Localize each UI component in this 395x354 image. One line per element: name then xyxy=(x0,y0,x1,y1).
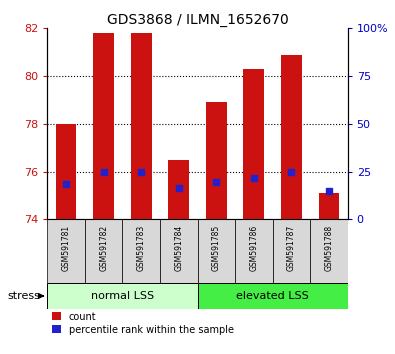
Bar xyxy=(235,219,273,283)
Bar xyxy=(310,219,348,283)
Text: GSM591786: GSM591786 xyxy=(249,224,258,271)
Text: GSM591787: GSM591787 xyxy=(287,224,296,271)
Bar xyxy=(47,283,198,309)
Text: stress: stress xyxy=(7,291,40,301)
Bar xyxy=(243,69,264,219)
Bar xyxy=(131,33,152,219)
Bar xyxy=(47,219,85,283)
Legend: count, percentile rank within the sample: count, percentile rank within the sample xyxy=(52,312,234,335)
Text: GSM591784: GSM591784 xyxy=(174,224,183,271)
Bar xyxy=(206,102,227,219)
Text: normal LSS: normal LSS xyxy=(91,291,154,301)
Bar xyxy=(93,33,114,219)
Bar xyxy=(168,160,189,219)
Text: GSM591788: GSM591788 xyxy=(324,224,333,271)
Title: GDS3868 / ILMN_1652670: GDS3868 / ILMN_1652670 xyxy=(107,13,288,27)
Text: GSM591781: GSM591781 xyxy=(62,224,71,271)
Text: GSM591783: GSM591783 xyxy=(137,224,146,271)
Bar xyxy=(122,219,160,283)
Bar xyxy=(198,219,235,283)
Text: GSM591785: GSM591785 xyxy=(212,224,221,271)
Text: GSM591782: GSM591782 xyxy=(99,224,108,271)
Bar xyxy=(198,283,348,309)
Text: elevated LSS: elevated LSS xyxy=(236,291,309,301)
Bar xyxy=(318,193,339,219)
Bar xyxy=(56,124,77,219)
Bar xyxy=(281,55,302,219)
Bar xyxy=(85,219,122,283)
Bar xyxy=(160,219,198,283)
Bar xyxy=(273,219,310,283)
